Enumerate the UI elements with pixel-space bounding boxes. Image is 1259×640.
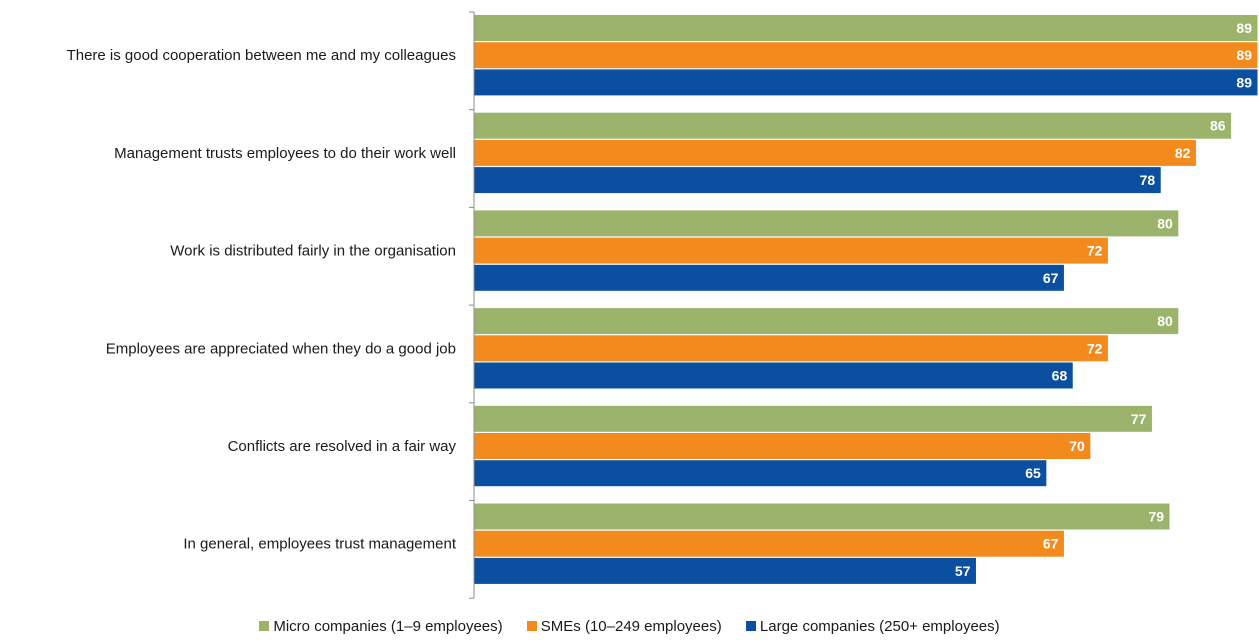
data-label: 77 (1131, 411, 1147, 427)
category-label: Conflicts are resolved in a fair way (228, 438, 457, 455)
bar (474, 308, 1179, 335)
category-label: Work is distributed fairly in the organi… (170, 243, 456, 260)
data-label: 89 (1236, 74, 1252, 90)
data-label: 80 (1157, 313, 1173, 329)
bar (474, 362, 1073, 389)
data-label: 86 (1210, 118, 1226, 134)
bar (474, 139, 1196, 166)
bar (474, 503, 1170, 530)
category-label: There is good cooperation between me and… (67, 47, 456, 64)
data-label: 79 (1148, 509, 1164, 525)
bar (474, 405, 1152, 432)
legend-item-micro: Micro companies (1–9 employees) (259, 618, 503, 635)
bar (474, 112, 1232, 139)
bar (474, 69, 1258, 96)
legend-label-micro: Micro companies (1–9 employees) (273, 618, 503, 635)
data-label: 89 (1236, 20, 1252, 36)
bar (474, 167, 1161, 194)
legend-swatch-smes (526, 621, 537, 631)
data-label: 57 (955, 563, 971, 579)
data-label: 80 (1157, 215, 1173, 231)
legend-label-large: Large companies (250+ employees) (759, 618, 1000, 635)
bars-group: 89 89 89 86 82 78 80 72 67 80 72 68 77 70 65 79 67 57 (474, 15, 1258, 584)
legend-swatch-micro (259, 621, 270, 631)
data-label: 78 (1140, 172, 1156, 188)
bar (474, 264, 1064, 291)
bar (474, 42, 1258, 69)
data-label: 72 (1087, 243, 1103, 259)
category-label: Employees are appreciated when they do a… (106, 340, 456, 357)
data-label: 82 (1175, 145, 1191, 161)
legend-label-smes: SMEs (10–249 employees) (540, 618, 722, 635)
data-label: 65 (1025, 465, 1041, 481)
bar (474, 335, 1108, 362)
bar (474, 433, 1091, 459)
category-axis (469, 11, 475, 599)
legend-item-smes: SMEs (10–249 employees) (526, 618, 722, 635)
data-label: 68 (1052, 368, 1068, 384)
bar (474, 530, 1064, 557)
legend: Micro companies (1–9 employees) SMEs (10… (0, 618, 1259, 635)
category-labels: There is good cooperation between me and… (67, 47, 457, 553)
legend-item-large: Large companies (250+ employees) (745, 618, 1000, 635)
bar (474, 237, 1108, 264)
data-label: 89 (1236, 47, 1252, 63)
category-label: Management trusts employees to do their … (114, 145, 456, 162)
bar (474, 557, 976, 584)
data-label: 72 (1087, 340, 1103, 356)
data-label: 67 (1043, 270, 1059, 286)
data-label: 70 (1069, 438, 1085, 454)
bar-chart: 89 89 89 86 82 78 80 72 67 80 72 68 77 70 65 79 67 57 The… (67, 11, 1258, 599)
category-label: In general, employees trust management (183, 536, 456, 553)
bar (474, 460, 1047, 487)
bar (474, 15, 1258, 41)
data-label: 67 (1043, 536, 1059, 552)
bar (474, 210, 1179, 237)
legend-swatch-large (745, 621, 756, 631)
